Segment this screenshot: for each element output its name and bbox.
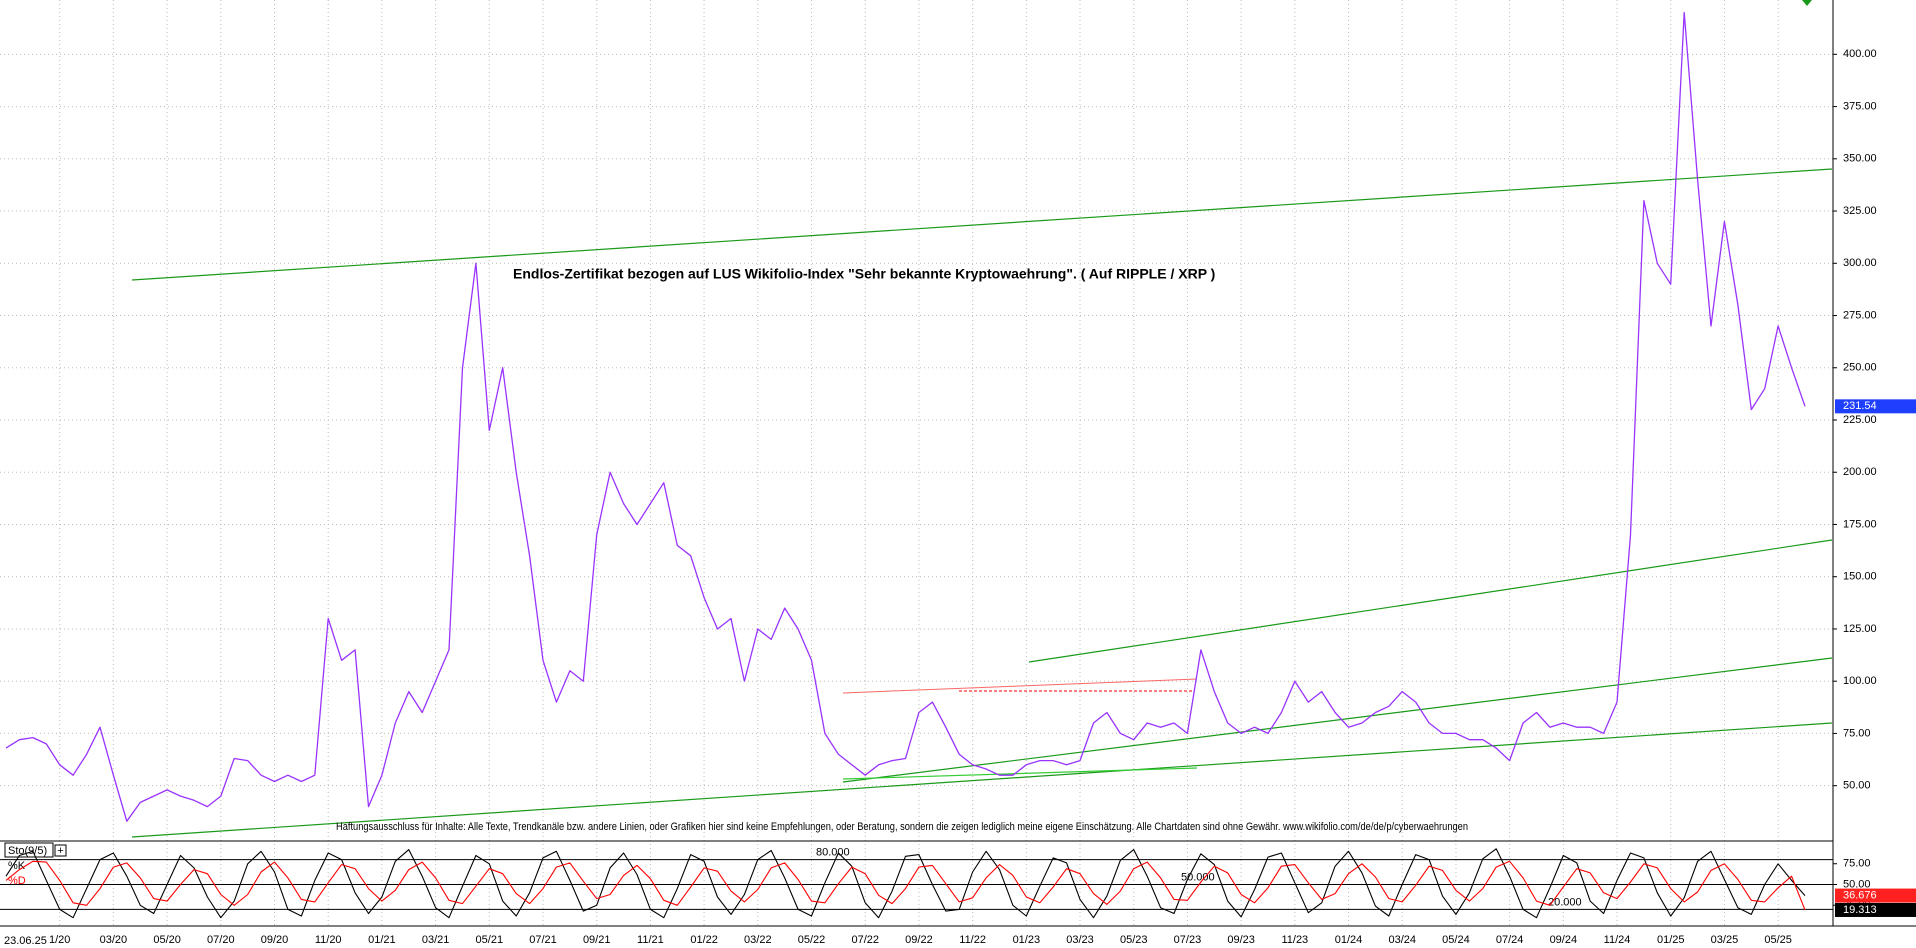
indicator-label-box	[4, 842, 54, 858]
x-tick-label: 01/23	[1013, 934, 1041, 946]
x-tick-label: 05/25	[1764, 934, 1792, 946]
y-tick-label: 350.00	[1843, 153, 1877, 165]
x-tick-label: 01/21	[368, 934, 396, 946]
y-tick-label: 325.00	[1843, 205, 1877, 217]
y-tick-label: 75.00	[1843, 727, 1871, 739]
data-line	[5, 860, 1806, 911]
x-tick-label: 11/22	[959, 934, 986, 946]
x-tick-label: 03/23	[1066, 934, 1094, 946]
grid	[0, 0, 1833, 926]
x-tick-label: 05/21	[476, 934, 504, 946]
y-tick-label: 375.00	[1843, 100, 1877, 112]
resistance-line	[842, 678, 1198, 694]
x-tick-label: 07/24	[1496, 934, 1524, 946]
level-label: 80.000	[816, 847, 850, 859]
y-tick-label: 100.00	[1843, 675, 1877, 687]
add-button-icon[interactable]: +	[57, 845, 63, 857]
chart-title: Endlos-Zertifikat bezogen auf LUS Wikifo…	[513, 266, 1215, 282]
x-tick-label: 07/20	[207, 934, 235, 946]
x-tick-label: 11/23	[1281, 934, 1308, 946]
y-tick-label: 50.00	[1843, 878, 1871, 890]
y-tick-label: 400.00	[1843, 48, 1877, 60]
trend-line	[131, 722, 1833, 838]
x-tick-label: 1/20	[49, 934, 70, 946]
trend-line	[1028, 539, 1833, 663]
x-tick-label: 01/22	[690, 934, 718, 946]
legend-entry: %K	[8, 860, 26, 872]
last-value-box	[1835, 399, 1916, 414]
x-tick-label: 11/21	[637, 934, 664, 946]
y-tick-label: 50.00	[1843, 780, 1871, 792]
trend-line	[842, 767, 1198, 780]
y-tick-label: 175.00	[1843, 518, 1877, 530]
x-tick-label: 09/23	[1227, 934, 1255, 946]
trend-line	[131, 168, 1833, 281]
x-tick-label: 09/24	[1550, 934, 1578, 946]
last-value-label: 36.676	[1843, 889, 1877, 901]
x-tick-label: 03/24	[1388, 934, 1416, 946]
marker	[1802, 0, 1812, 6]
x-tick-label: 09/20	[261, 934, 289, 946]
x-tick-label: 03/21	[422, 934, 450, 946]
x-tick-label: 03/20	[100, 934, 128, 946]
last-value-box	[1835, 888, 1916, 903]
disclaimer: Haftungsausschluss für Inhalte: Alle Tex…	[336, 821, 1468, 833]
y-tick-label: 150.00	[1843, 571, 1877, 583]
legend-entry: %D	[8, 875, 26, 887]
x-tick-label: 09/21	[583, 934, 611, 946]
x-tick-label: 05/24	[1442, 934, 1470, 946]
level-label: 20.000	[1548, 896, 1582, 908]
x-tick-label: 05/20	[153, 934, 181, 946]
x-tick-label: 07/23	[1174, 934, 1202, 946]
last-value-box	[1835, 902, 1916, 917]
x-tick-label: 09/22	[905, 934, 933, 946]
trend-line	[842, 657, 1833, 783]
indicator-title: Sto(9/5)	[8, 845, 47, 857]
x-tick-label: 03/22	[744, 934, 772, 946]
last-value-label: 231.54	[1843, 400, 1877, 412]
x-tick-label: 05/22	[798, 934, 826, 946]
last-value-label: 19.313	[1843, 904, 1877, 916]
level-label: 50.000	[1181, 871, 1215, 883]
x-tick-label: 03/25	[1711, 934, 1739, 946]
x-tick-label: 01/25	[1657, 934, 1685, 946]
x-tick-label: 05/23	[1120, 934, 1148, 946]
date-label: 23.06.25	[4, 935, 47, 947]
y-tick-label: 225.00	[1843, 414, 1877, 426]
x-tick-label: 07/21	[529, 934, 557, 946]
x-tick-label: 01/24	[1335, 934, 1363, 946]
x-tick-label: 11/20	[315, 934, 342, 946]
add-button[interactable]	[54, 844, 67, 857]
y-tick-label: 125.00	[1843, 623, 1877, 635]
data-line	[5, 848, 1806, 919]
y-tick-label: 250.00	[1843, 362, 1877, 374]
y-tick-label: 300.00	[1843, 257, 1877, 269]
y-tick-label: 75.00	[1843, 858, 1871, 870]
data-line	[5, 11, 1806, 822]
x-tick-label: 07/22	[851, 934, 879, 946]
y-tick-label: 200.00	[1843, 466, 1877, 478]
y-tick-label: 275.00	[1843, 309, 1877, 321]
x-tick-label: 11/24	[1604, 934, 1631, 946]
trend-lines	[131, 168, 1833, 838]
